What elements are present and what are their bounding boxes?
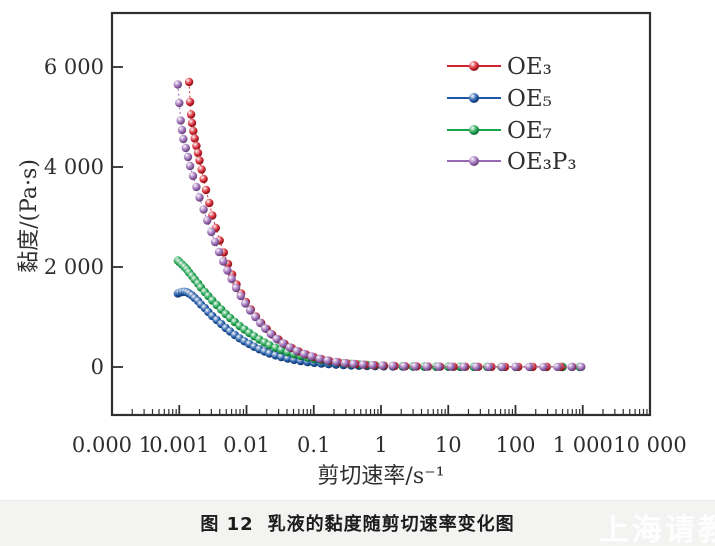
svg-text:0.01: 0.01 [223,433,270,457]
svg-text:100: 100 [495,433,535,457]
figure-caption: 图 12 乳液的黏度随剪切速率变化图 [0,510,715,536]
svg-text:0.000 1: 0.000 1 [72,433,152,457]
svg-text:4 000: 4 000 [44,155,104,179]
svg-text:10 000: 10 000 [613,433,686,457]
series-OE₃P₃ [173,80,586,372]
caption-bar: 图 12 乳液的黏度随剪切速率变化图 上海请教 [0,500,715,546]
legend-label-oe3p3: OE₃P₃ [507,149,577,175]
svg-text:1 000: 1 000 [553,433,613,457]
series-OE₅ [173,287,584,372]
legend-markers [447,61,501,166]
legend-label-oe7: OE₇ [507,118,552,144]
legend-label-oe5: OE₅ [507,86,552,112]
y-axis-title: 黏度/(Pa·s) [17,159,42,273]
svg-text:2 000: 2 000 [44,255,104,279]
legend-label-oe3: OE₃ [507,54,552,80]
plot-frame [110,11,652,417]
svg-text:6 000: 6 000 [44,55,104,79]
viscosity-shear-rate-chart: 0.000 10.001 0.01 0.1 1 10 100 1 000 10 000 0 2 0… [17,11,687,489]
svg-text:0: 0 [91,355,104,379]
svg-text:0.001: 0.001 [149,433,209,457]
axis-tick-labels: 0.000 10.001 0.01 0.1 1 10 100 1 000 10 000 0 2 0… [44,55,687,457]
data-series [173,77,586,372]
axis-ticks [111,66,651,414]
svg-text:10: 10 [435,433,462,457]
figure-number: 图 12 [200,514,254,535]
legend: OE₃ OE₅ OE₇ OE₃P₃ [447,54,577,175]
svg-text:0.1: 0.1 [297,433,330,457]
x-axis-title: 剪切速率/s⁻¹ [317,464,444,489]
figure-caption-text: 乳液的黏度随剪切速率变化图 [267,514,515,535]
svg-text:1: 1 [374,433,387,457]
watermark: 上海请教 [599,513,715,546]
